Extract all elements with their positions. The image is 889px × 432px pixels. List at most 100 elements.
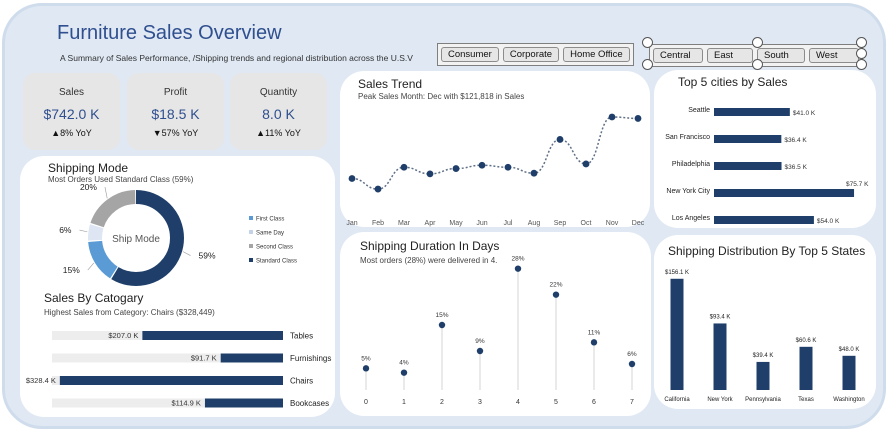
city-name: Philadelphia <box>672 161 710 168</box>
kpi-sales-card: Sales $742.0 K ▲8% YoY <box>23 73 120 150</box>
resize-handle[interactable] <box>856 59 867 70</box>
slicer-east[interactable]: East <box>707 48 753 63</box>
category-value-label: $207.0 K <box>108 331 138 340</box>
trend-month-label: Aug <box>528 220 541 227</box>
kpi-change: ▲11% YoY <box>256 128 301 138</box>
donut-leader <box>182 251 191 256</box>
top-states-panel: Shipping Distribution By Top 5 States $1… <box>654 235 876 409</box>
shipping-mode-chart: 59% 15% 6% 20% Ship Mode First Class Same Day S… <box>59 182 297 286</box>
category-name: Tables <box>290 332 313 341</box>
legend-swatch <box>249 230 253 234</box>
trend-month-label: Sep <box>554 220 567 227</box>
city-bar <box>714 162 782 170</box>
duration-day-label: 0 <box>364 399 368 406</box>
trend-month-label: Mar <box>398 220 411 227</box>
donut-leader <box>104 186 108 199</box>
duration-day-label: 4 <box>516 399 520 406</box>
donut-center-label: Ship Mode <box>112 234 160 245</box>
trend-point <box>530 169 538 177</box>
duration-value-label: 5% <box>361 355 371 362</box>
region-slicer: Central East South West <box>649 44 863 67</box>
donut-label: 20% <box>80 182 97 192</box>
kpi-profit-card: Profit $18.5 K ▼57% YoY <box>127 73 224 150</box>
slicer-south[interactable]: South <box>757 48 805 63</box>
kpi-label: Profit <box>163 87 188 98</box>
legend-swatch <box>249 244 253 248</box>
legend-swatch <box>249 216 253 220</box>
duration-value-label: 15% <box>435 312 448 319</box>
city-value-label: $36.5 K <box>785 164 808 171</box>
slicer-home-office[interactable]: Home Office <box>563 47 630 62</box>
duration-point <box>362 365 370 372</box>
state-bar <box>756 361 770 390</box>
duration-value-label: 9% <box>475 338 485 345</box>
trend-month-label: Dec <box>632 220 645 227</box>
trend-month-label: Jun <box>476 220 487 227</box>
trend-point <box>556 136 564 143</box>
duration-value-label: 4% <box>399 360 409 367</box>
kpi-change: ▲8% YoY <box>51 128 92 138</box>
category-bar <box>220 353 283 363</box>
trend-month-label: Jan <box>346 220 357 227</box>
resize-handle[interactable] <box>752 37 763 48</box>
slicer-west[interactable]: West <box>809 48 859 63</box>
shipping-duration-title: Shipping Duration In Days <box>360 239 500 253</box>
kpi-value: 8.0 K <box>262 106 295 122</box>
slicer-corporate[interactable]: Corporate <box>502 47 560 62</box>
donut-slice <box>88 190 184 286</box>
shipping-category-panel: Shipping Mode Most Orders Used Standard … <box>20 156 335 417</box>
state-name: Washington <box>833 397 864 403</box>
kpi-quantity-card: Quantity 8.0 K ▲11% YoY <box>230 73 327 150</box>
shipping-duration-chart: 5% 0 4% 1 15% 2 9% 3 28% 4 22% 5 11% 6 6% 7 <box>361 256 637 406</box>
city-value-label: $36.4 K <box>784 137 807 144</box>
trend-point <box>634 115 642 122</box>
resize-handle[interactable] <box>856 48 867 59</box>
sales-trend-note: Peak Sales Month: Dec with $121,818 in S… <box>358 92 525 101</box>
kpi-value: $742.0 K <box>43 106 100 122</box>
kpi-change: ▼57% YoY <box>152 128 199 138</box>
state-value-label: $48.0 K <box>839 347 860 353</box>
trend-month-label: Oct <box>581 220 592 227</box>
shipping-duration-note: Most orders (28%) were delivered in 4. <box>360 256 498 265</box>
resize-handle[interactable] <box>856 37 867 48</box>
trend-month-label: Apr <box>425 220 437 227</box>
duration-day-label: 7 <box>630 399 634 406</box>
slicer-central[interactable]: Central <box>653 48 703 63</box>
trend-point <box>504 163 512 171</box>
donut-leader <box>79 229 88 233</box>
trend-point <box>478 161 486 169</box>
kpi-label: Sales <box>58 87 84 98</box>
trend-month-label: May <box>449 220 463 227</box>
category-track <box>52 353 283 363</box>
city-bar <box>714 135 782 143</box>
dashboard-frame: Furniture Sales Overview A Summary of Sa… <box>2 3 886 429</box>
city-bar <box>714 216 814 224</box>
shipping-duration-panel: Shipping Duration In Days Most orders (2… <box>340 232 651 416</box>
city-name: San Francisco <box>665 134 710 141</box>
category-name: Bookcases <box>290 399 329 408</box>
state-name: Texas <box>798 397 814 403</box>
category-bar <box>142 331 283 340</box>
top-cities-title: Top 5 cities by Sales <box>678 75 788 89</box>
category-value-label: $328.4 K <box>26 376 56 385</box>
duration-point <box>590 339 598 346</box>
category-value-label: $91.7 K <box>191 354 217 363</box>
donut-slice <box>88 190 184 286</box>
sales-trend-panel: Sales Trend Peak Sales Month: Dec with $… <box>340 71 650 227</box>
duration-value-label: 22% <box>549 282 562 289</box>
duration-point <box>552 291 560 298</box>
page-title: Furniture Sales Overview <box>57 22 282 44</box>
slicer-consumer[interactable]: Consumer <box>441 47 499 62</box>
trend-point <box>426 170 434 178</box>
resize-handle[interactable] <box>642 37 653 48</box>
state-bar <box>799 346 813 390</box>
resize-handle[interactable] <box>642 59 653 70</box>
category-name: Chairs <box>290 377 313 386</box>
resize-handle[interactable] <box>752 59 763 70</box>
state-value-label: $60.6 K <box>796 338 817 344</box>
shipping-mode-note: Most Orders Used Standard Class (59%) <box>48 175 194 184</box>
donut-label: 6% <box>59 225 72 235</box>
trend-line <box>351 116 639 190</box>
category-value-label: $114.9 K <box>171 399 200 408</box>
top-cities-panel: Top 5 cities by Sales Seattle $41.0 K San … <box>654 70 876 228</box>
